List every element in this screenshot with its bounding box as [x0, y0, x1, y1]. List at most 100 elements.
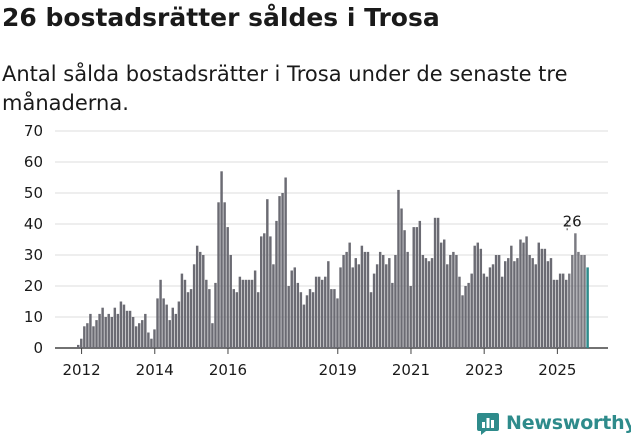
bar: [443, 239, 446, 348]
bar: [571, 255, 574, 348]
y-tick-label: 10: [24, 308, 43, 326]
bar: [253, 270, 257, 348]
bar: [580, 255, 583, 348]
bar: [345, 251, 348, 348]
bar: [534, 264, 537, 348]
bar: [183, 279, 187, 348]
bar: [263, 233, 266, 348]
bar: [205, 279, 208, 348]
y-tick-label: 20: [24, 277, 43, 295]
bar: [500, 276, 504, 348]
bar: [504, 261, 507, 348]
bar: [214, 282, 217, 348]
bar: [256, 292, 260, 348]
bar: [439, 242, 443, 348]
bar: [168, 320, 171, 348]
bar: [208, 289, 211, 348]
bar: [522, 242, 525, 348]
bar: [116, 313, 120, 348]
bar: [479, 248, 483, 348]
bar: [540, 248, 544, 348]
bar: [333, 289, 336, 348]
bar: [516, 258, 519, 348]
bar: [128, 310, 132, 348]
x-tick-label: 2021: [392, 361, 430, 379]
bar: [186, 292, 190, 348]
bar: [485, 276, 489, 348]
chart-title: 26 bostadsrätter såldes i Trosa: [2, 3, 440, 32]
bar: [339, 267, 342, 348]
bar: [305, 295, 309, 348]
bar: [141, 320, 144, 348]
bar: [324, 276, 327, 348]
bar: [269, 236, 272, 348]
y-tick-label: 50: [24, 184, 43, 202]
bar: [470, 273, 473, 348]
bar: [150, 338, 153, 348]
bar: [217, 202, 220, 348]
bar: [491, 264, 495, 348]
bar: [189, 289, 193, 348]
bar: [577, 251, 580, 348]
bar: [525, 236, 528, 348]
bar: [446, 264, 449, 348]
bar: [232, 289, 235, 348]
bar: [113, 307, 117, 348]
bar: [449, 255, 452, 348]
bar: [565, 279, 568, 348]
data-label-latest: 26: [563, 212, 582, 230]
x-tick-label: 2023: [465, 361, 503, 379]
bar: [211, 323, 214, 348]
bar: [433, 217, 437, 348]
bar: [83, 326, 86, 348]
x-tick-label: 2016: [209, 361, 247, 379]
bar: [314, 276, 318, 348]
bar: [101, 307, 104, 348]
bar: [366, 251, 370, 348]
bar: [95, 320, 98, 348]
bar: [80, 338, 83, 348]
bar: [348, 242, 351, 348]
bar: [223, 202, 226, 348]
bar: [220, 171, 223, 348]
bar: [159, 279, 162, 348]
bar: [260, 236, 263, 348]
bar: [235, 292, 239, 348]
bar: [424, 258, 428, 348]
bar: [375, 264, 379, 348]
bar: [86, 323, 89, 348]
bar: [412, 227, 415, 348]
bar: [394, 255, 397, 348]
x-tick-label: 2025: [538, 361, 576, 379]
bar: [409, 286, 412, 348]
bar: [583, 255, 586, 348]
chart-annotations: 26: [563, 212, 582, 232]
bar: [104, 317, 107, 348]
bar: [461, 295, 464, 348]
bar: [134, 326, 138, 348]
bar: [278, 196, 281, 348]
bar: [537, 242, 540, 348]
bar: [555, 279, 559, 348]
y-tick-label: 60: [24, 153, 43, 171]
bar: [568, 273, 571, 348]
y-axis: 0 10 20 30 40 50 60 70: [24, 122, 43, 357]
bar: [293, 267, 296, 348]
bar: [287, 286, 290, 348]
bar: [156, 298, 159, 348]
bar: [131, 317, 135, 348]
bar: [342, 255, 345, 348]
bar: [494, 255, 498, 348]
bar: [436, 217, 440, 348]
bar: [369, 292, 373, 348]
bar: [226, 227, 229, 348]
bar: [202, 255, 205, 348]
bar: [77, 344, 80, 348]
bar: [336, 298, 339, 348]
bar: [497, 255, 501, 348]
bar: [464, 286, 467, 348]
bar: [400, 208, 403, 348]
bar: [357, 264, 361, 348]
bar: [574, 233, 577, 348]
bar: [549, 258, 553, 348]
